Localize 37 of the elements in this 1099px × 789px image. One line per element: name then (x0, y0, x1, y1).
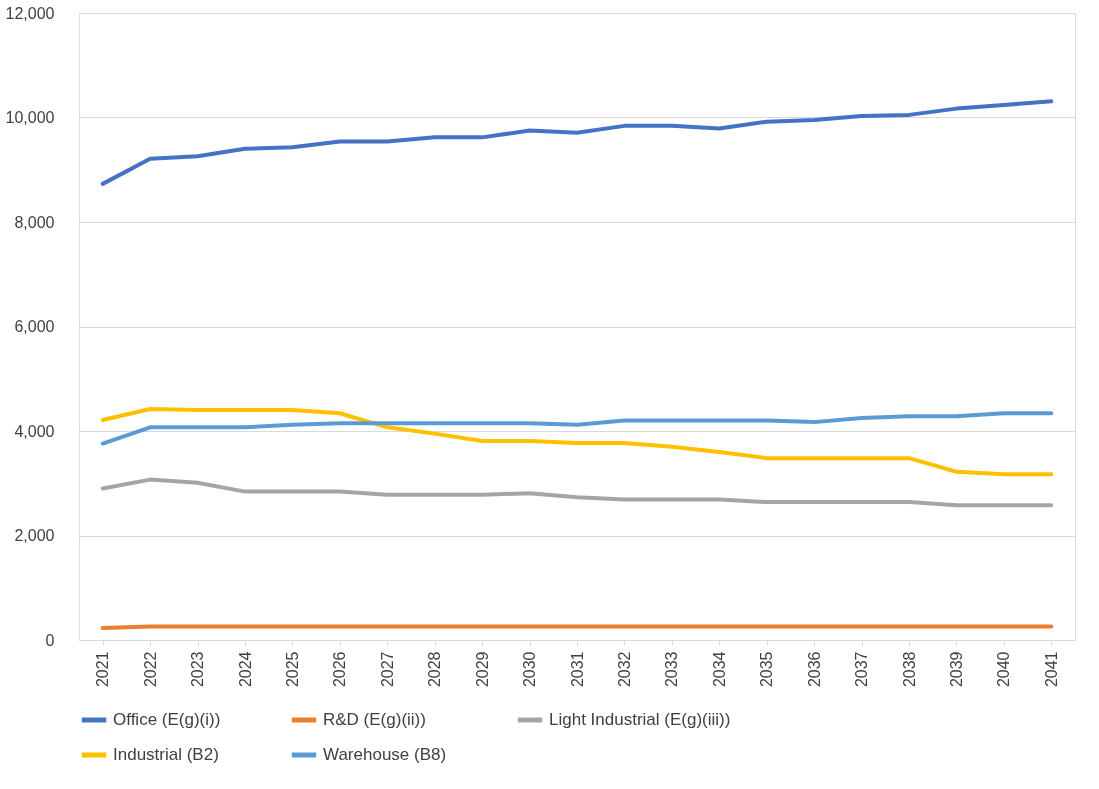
x-tick-label: 2027 (378, 651, 396, 688)
legend-label: Light Industrial (E(g)(iii)) (549, 710, 731, 729)
y-tick-label: 0 (45, 631, 55, 649)
line-series (100, 411, 1054, 446)
x-tick-label: 2031 (568, 651, 586, 688)
y-tick-label: 6,000 (14, 318, 55, 335)
x-tick-label: 2034 (710, 651, 728, 688)
x-tick-label: 2036 (805, 651, 823, 688)
x-tick-label: 2029 (473, 651, 491, 688)
x-tick-label: 2023 (189, 651, 207, 688)
line-series (100, 407, 1054, 477)
y-tick-label: 12,000 (5, 4, 55, 22)
y-tick-label: 10,000 (5, 109, 55, 126)
legend-label: R&D (E(g)(ii)) (323, 710, 426, 729)
x-tick-label: 2040 (995, 651, 1013, 688)
x-tick-label: 2037 (853, 651, 871, 688)
line-series (100, 477, 1054, 508)
y-tick-label: 8,000 (14, 213, 55, 231)
legend-label: Warehouse (B8) (323, 745, 447, 764)
x-tick-label: 2039 (947, 651, 965, 688)
x-tick-label: 2038 (900, 651, 918, 688)
y-tick-label: 2,000 (14, 527, 55, 544)
legend-label: Office (E(g)(i)) (113, 710, 221, 729)
y-tick-label: 4,000 (14, 422, 55, 440)
x-tick-label: 2033 (663, 651, 681, 688)
x-tick-label: 2024 (236, 651, 254, 688)
x-tick-label: 2028 (426, 651, 444, 688)
x-tick-label: 2030 (521, 651, 539, 688)
x-tick-label: 2021 (94, 651, 112, 688)
x-tick-label: 2026 (331, 651, 349, 688)
x-tick-label: 2025 (283, 651, 301, 688)
x-tick-label: 2032 (615, 651, 633, 688)
line-series (100, 99, 1054, 186)
x-tick-label: 2041 (1042, 651, 1060, 688)
x-tick-label: 2022 (141, 651, 159, 688)
x-tick-label: 2035 (758, 651, 776, 688)
legend-label: Industrial (B2) (113, 745, 219, 764)
